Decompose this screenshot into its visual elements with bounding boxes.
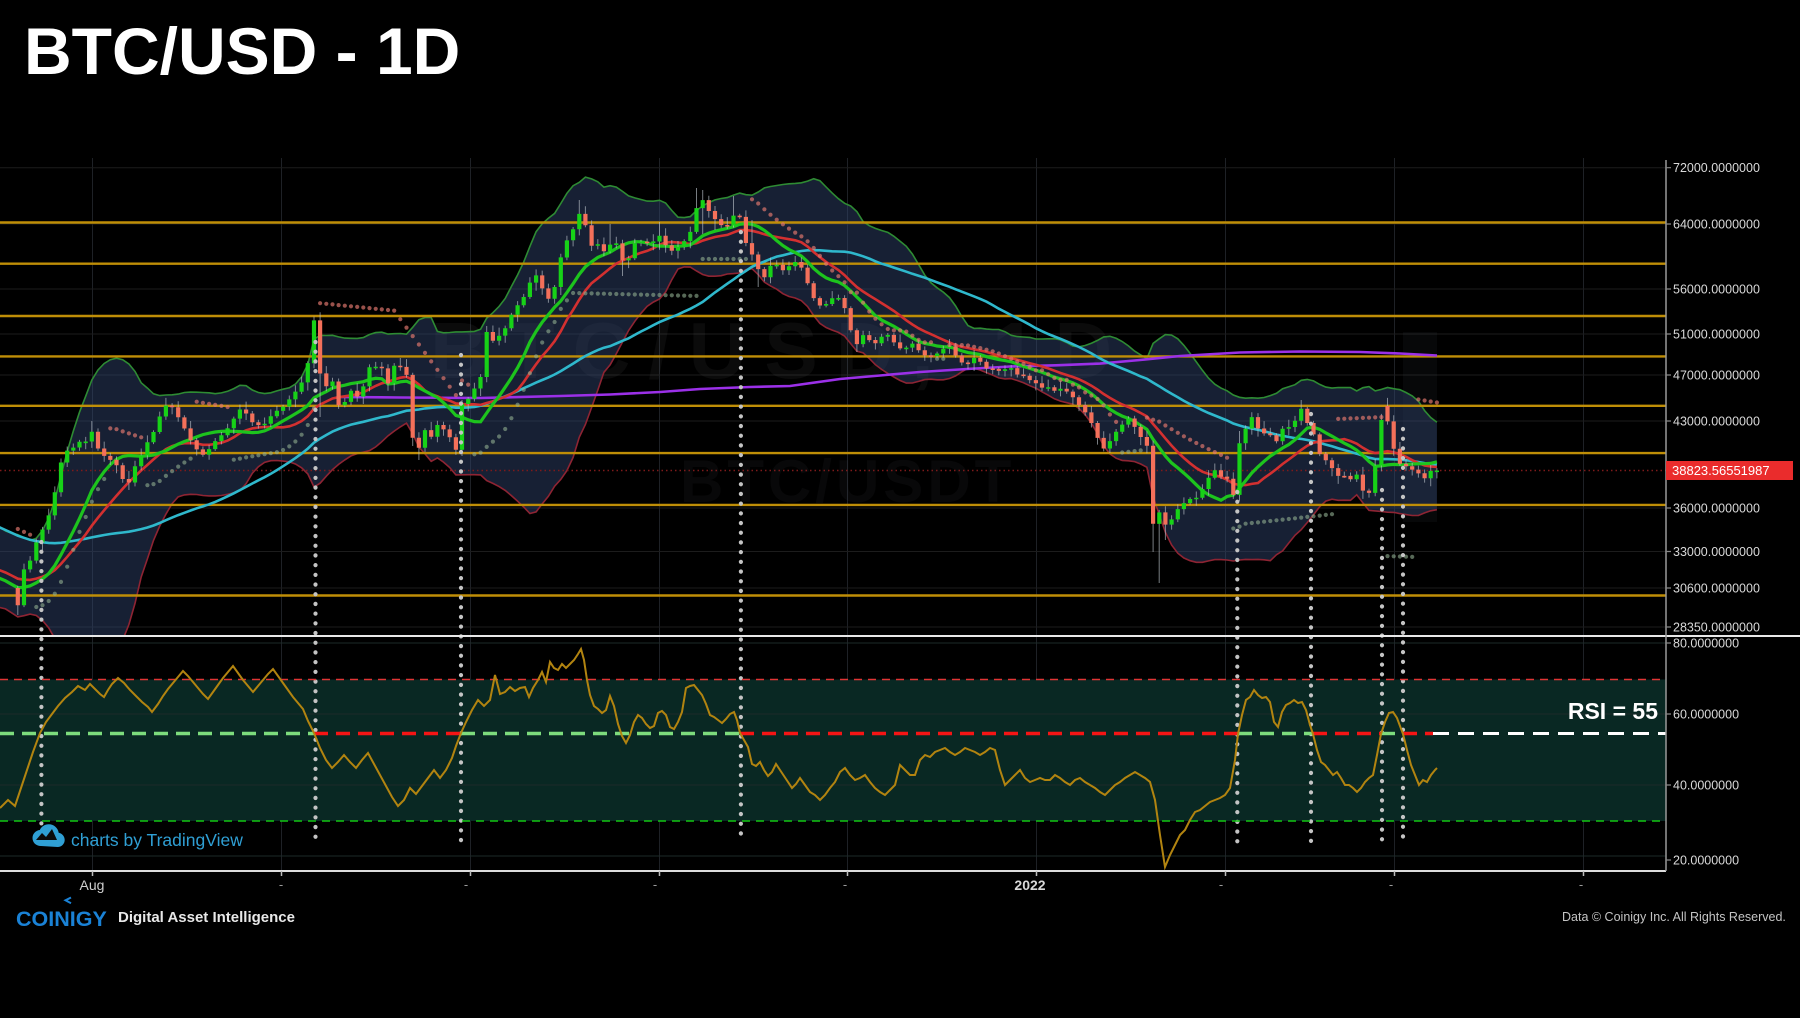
svg-text:-: - — [1219, 877, 1223, 892]
svg-text:43000.0000000: 43000.0000000 — [1673, 414, 1760, 428]
svg-text:2022: 2022 — [1014, 877, 1045, 893]
svg-text:charts by TradingView: charts by TradingView — [71, 830, 243, 850]
svg-text:36000.0000000: 36000.0000000 — [1673, 501, 1760, 515]
svg-text:Digital Asset Intelligence: Digital Asset Intelligence — [118, 909, 295, 926]
svg-text:COINIGY: COINIGY — [16, 907, 107, 931]
svg-text:64000.0000000: 64000.0000000 — [1673, 217, 1760, 231]
svg-text:28350.0000000: 28350.0000000 — [1673, 620, 1760, 634]
svg-text:38823.56551987: 38823.56551987 — [1672, 463, 1770, 478]
svg-text:Aug: Aug — [80, 877, 105, 893]
svg-text:-: - — [464, 877, 468, 892]
svg-text:20.0000000: 20.0000000 — [1673, 853, 1739, 867]
svg-text:47000.0000000: 47000.0000000 — [1673, 368, 1760, 382]
svg-text:33000.0000000: 33000.0000000 — [1673, 545, 1760, 559]
svg-text:-: - — [1389, 877, 1393, 892]
svg-text:-: - — [843, 877, 847, 892]
svg-text:-: - — [653, 877, 657, 892]
svg-text:-: - — [1579, 877, 1583, 892]
svg-text:56000.0000000: 56000.0000000 — [1673, 282, 1760, 296]
svg-text:-: - — [279, 877, 283, 892]
svg-text:51000.0000000: 51000.0000000 — [1673, 327, 1760, 341]
svg-text:72000.0000000: 72000.0000000 — [1673, 161, 1760, 175]
svg-text:30600.0000000: 30600.0000000 — [1673, 581, 1760, 595]
svg-text:Data © Coinigy Inc. All Right: Data © Coinigy Inc. All Rights Reserved. — [1562, 910, 1786, 924]
svg-text:RSI = 55: RSI = 55 — [1568, 698, 1658, 724]
svg-text:40.0000000: 40.0000000 — [1673, 778, 1739, 792]
svg-text:60.0000000: 60.0000000 — [1673, 707, 1739, 721]
svg-text:80.0000000: 80.0000000 — [1673, 636, 1739, 650]
